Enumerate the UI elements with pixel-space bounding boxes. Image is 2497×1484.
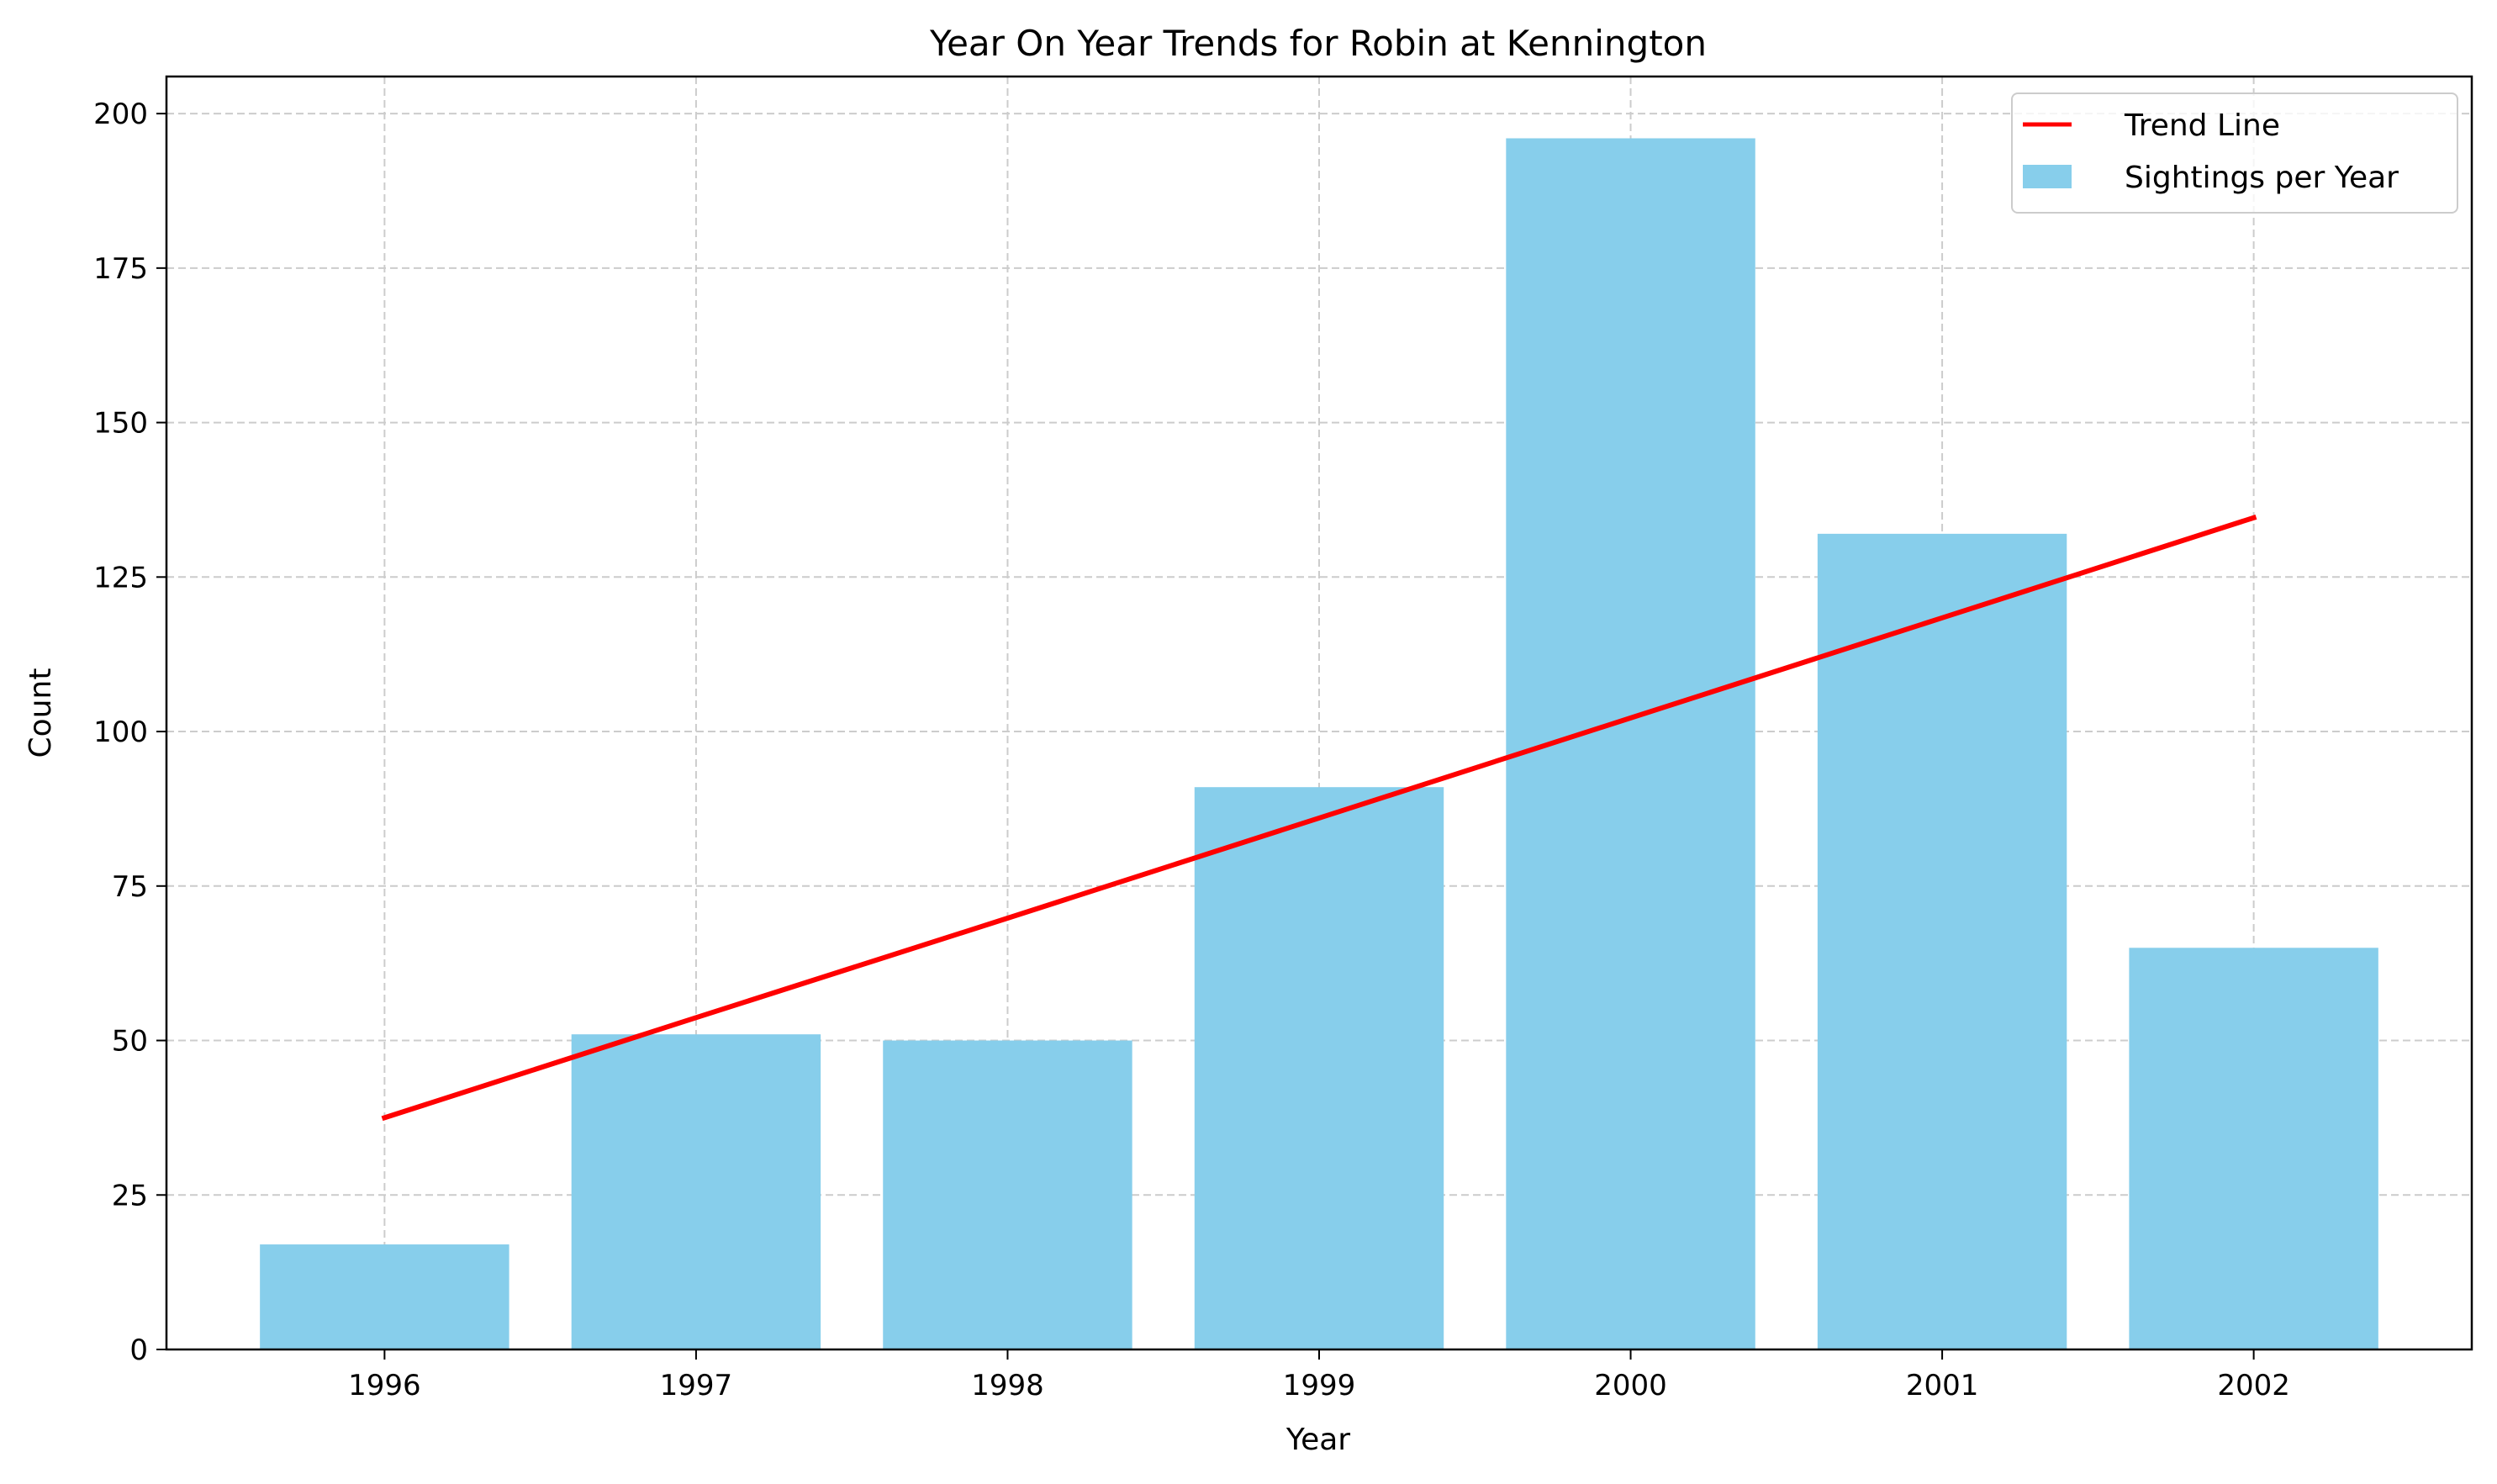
x-tick-label: 1996 [348,1369,421,1402]
x-tick-label: 2002 [2217,1369,2290,1402]
bar-1997 [571,1034,821,1349]
legend-bar-swatch [2023,165,2072,188]
y-tick-label: 200 [93,98,148,131]
y-tick-label: 100 [93,716,148,749]
x-tick-label: 2001 [1906,1369,1979,1402]
legend-bar-label: Sightings per Year [2125,161,2399,195]
bar-1999 [1194,787,1444,1349]
y-tick-label: 50 [112,1025,148,1059]
legend-trend-line-label: Trend Line [2124,108,2280,143]
y-tick-label: 25 [112,1179,148,1212]
y-axis-title: Count [24,668,58,758]
y-tick-label: 175 [93,252,148,286]
x-axis-title: Year [1285,1423,1350,1457]
bar-1998 [883,1040,1132,1349]
trend-line-series [381,514,2257,1122]
x-tick-label: 1999 [1283,1369,1356,1402]
y-tick-label: 0 [129,1333,148,1367]
x-tick-label: 1998 [971,1369,1044,1402]
bar-series [260,138,2378,1350]
legend: Trend Line Sightings per Year [2011,92,2458,214]
y-axis-ticks: 0 25 50 75 100 125 150 175 200 [93,98,166,1367]
y-tick-label: 125 [93,561,148,594]
bar-2001 [1817,533,2067,1349]
plot-area: 1996 1997 1998 1999 2000 2001 2002 0 25 50 75 100 1… [93,75,2473,1402]
x-axis-ticks: 1996 1997 1998 1999 2000 2001 2002 [348,1349,2290,1402]
x-tick-label: 2000 [1594,1369,1667,1402]
trend-line [381,514,2257,1122]
y-tick-label: 150 [93,407,148,441]
x-tick-label: 1997 [660,1369,733,1402]
bar-1996 [260,1244,509,1349]
y-tick-label: 75 [112,870,148,904]
chart-title: Year On Year Trends for Robin at Kenning… [929,23,1707,64]
legend-box [2011,92,2458,214]
bar-2002 [2129,948,2378,1349]
